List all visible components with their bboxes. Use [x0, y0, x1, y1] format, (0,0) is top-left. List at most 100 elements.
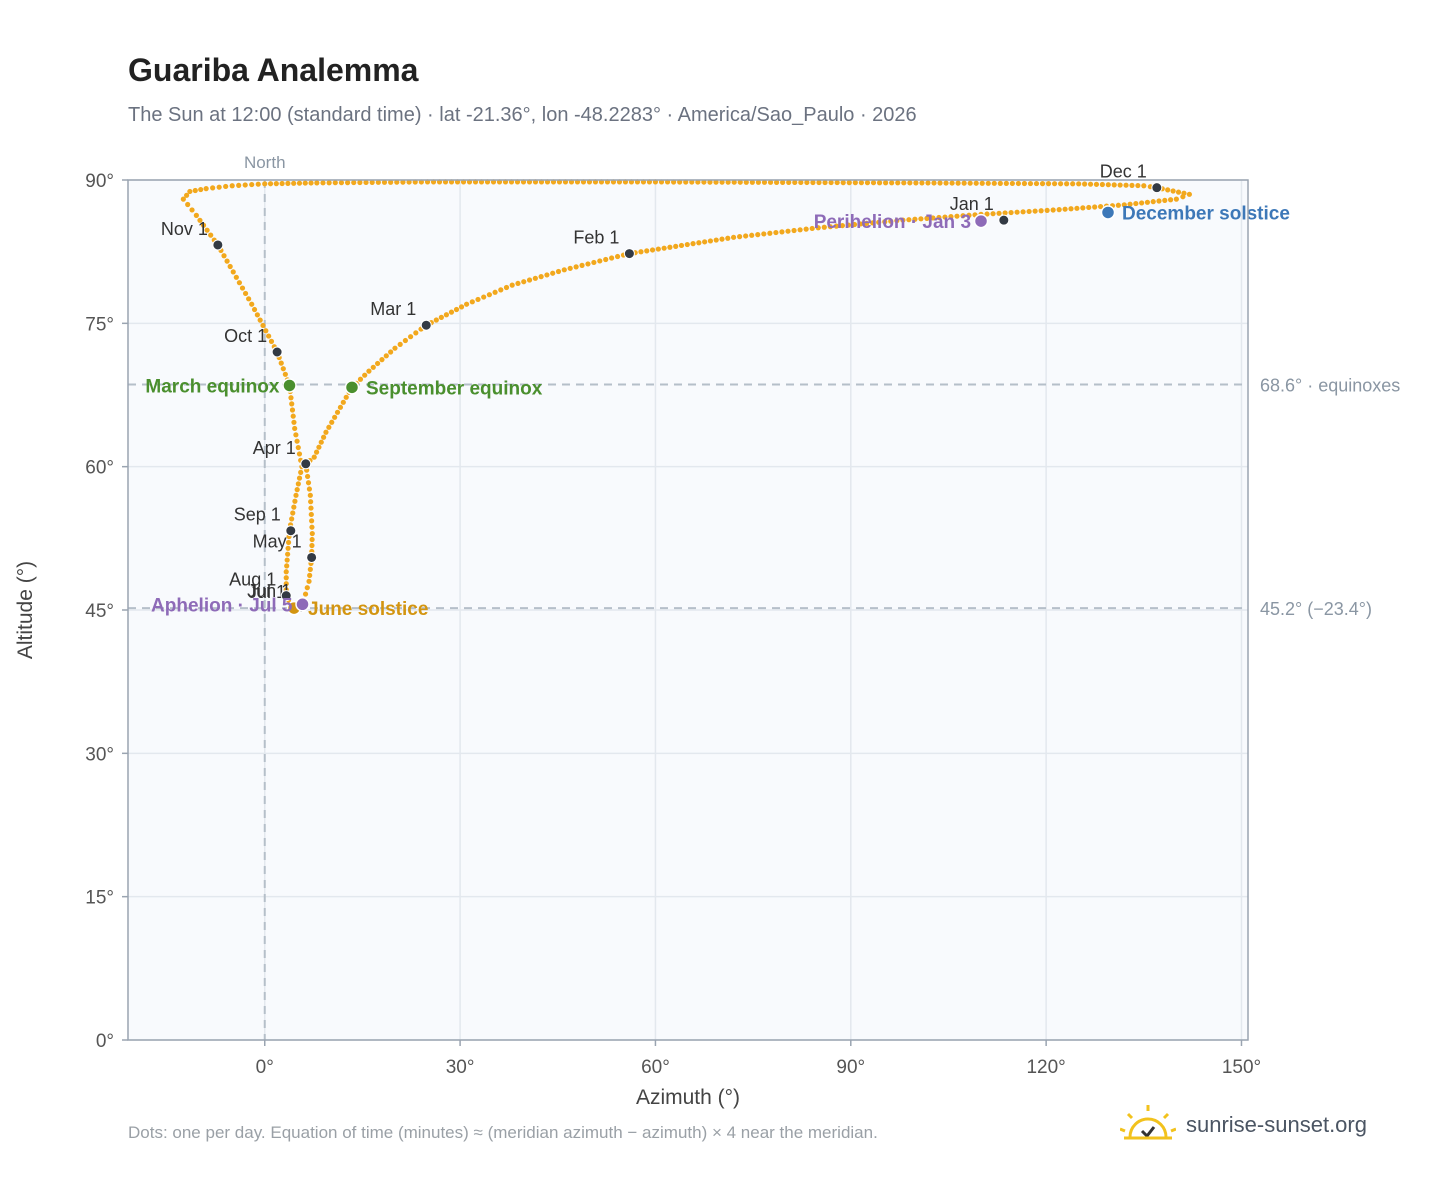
day-dot [285, 539, 292, 546]
day-dot [198, 186, 204, 193]
day-dot [329, 419, 335, 425]
day-dot [906, 217, 912, 223]
day-dot [961, 180, 967, 186]
day-dot [305, 480, 312, 486]
day-dot [337, 404, 344, 410]
day-dot [406, 179, 412, 185]
event-label: September equinox [366, 378, 543, 399]
month-label: Oct 1 [224, 326, 267, 346]
day-dot [492, 289, 498, 295]
day-dot [288, 395, 294, 401]
day-dot [1087, 181, 1094, 187]
day-dot [323, 429, 329, 435]
day-dot [246, 296, 252, 302]
month-label: Apr 1 [253, 438, 296, 458]
day-dot [1123, 182, 1129, 188]
day-dot [223, 183, 229, 190]
day-dot [210, 185, 216, 191]
day-dot [1009, 180, 1015, 187]
day-dot [707, 238, 714, 244]
day-dot [900, 217, 906, 223]
day-dot [1015, 180, 1022, 187]
day-dot [236, 182, 242, 188]
day-dot [184, 192, 190, 198]
day-dot [296, 451, 303, 457]
day-dot [912, 216, 918, 222]
day-dot [189, 207, 195, 213]
day-dot [661, 245, 667, 251]
day-dot [257, 317, 263, 323]
day-dot [1170, 188, 1176, 194]
day-dot [644, 248, 650, 254]
day-dot [515, 280, 521, 287]
day-dot [284, 563, 290, 569]
day-dot [254, 312, 260, 318]
day-dot [725, 179, 731, 185]
day-dot [208, 232, 214, 238]
event-marker [973, 213, 989, 229]
day-dot [550, 270, 556, 276]
day-dot [1051, 181, 1058, 187]
day-dot [268, 338, 275, 344]
day-dot [233, 274, 239, 280]
month-marker [285, 525, 297, 537]
day-dot [870, 180, 877, 186]
y-axis-label: Altitude (°) [14, 561, 37, 659]
day-dot [1098, 203, 1104, 210]
day-dot [332, 414, 338, 420]
event-label: March equinox [145, 376, 280, 397]
day-dot [1092, 204, 1098, 210]
day-dot [1038, 208, 1044, 214]
day-dot [888, 218, 894, 224]
day-dot [840, 180, 846, 186]
day-dot [294, 487, 300, 493]
day-dot [695, 179, 701, 185]
month-label: Aug 1 [229, 570, 276, 590]
day-dot [942, 214, 948, 220]
day-dot [996, 210, 1002, 216]
day-dot [684, 241, 690, 248]
day-dot [338, 180, 345, 186]
x-tick-label: 60° [641, 1057, 670, 1078]
day-dot [883, 180, 889, 186]
day-dot [755, 179, 762, 185]
day-dot [851, 221, 858, 228]
day-dot [334, 409, 341, 415]
day-dot [821, 224, 827, 230]
day-dot [532, 275, 538, 281]
day-dot [296, 180, 303, 186]
day-dot [702, 239, 708, 245]
day-dot [773, 229, 779, 236]
day-dot [221, 253, 227, 259]
day-dot [293, 432, 299, 438]
brand-name: sunrise-sunset.org [1186, 1112, 1367, 1137]
day-dot [713, 237, 719, 243]
day-dot [366, 368, 372, 374]
day-dot [438, 314, 444, 320]
day-dot [1141, 183, 1147, 189]
day-dot [379, 357, 385, 363]
day-dot [743, 233, 749, 239]
event-marker [282, 378, 297, 393]
day-dot [375, 360, 381, 367]
day-dot [370, 364, 376, 370]
day-dot [260, 322, 266, 329]
day-dot [1058, 181, 1064, 187]
day-dot [1167, 197, 1174, 203]
event-marker [295, 597, 310, 612]
day-dot [1099, 181, 1105, 188]
month-marker [623, 248, 635, 260]
day-dot [1162, 197, 1168, 203]
day-dot [192, 187, 198, 194]
day-dot [1080, 205, 1086, 211]
day-dot [690, 241, 696, 247]
day-dot [357, 179, 363, 186]
day-dot [309, 518, 315, 524]
day-dot [985, 180, 991, 186]
day-dot [363, 179, 369, 186]
day-dot [294, 438, 300, 444]
day-dot [292, 498, 298, 504]
event-label: December solstice [1122, 203, 1290, 224]
day-dot [1156, 198, 1162, 204]
